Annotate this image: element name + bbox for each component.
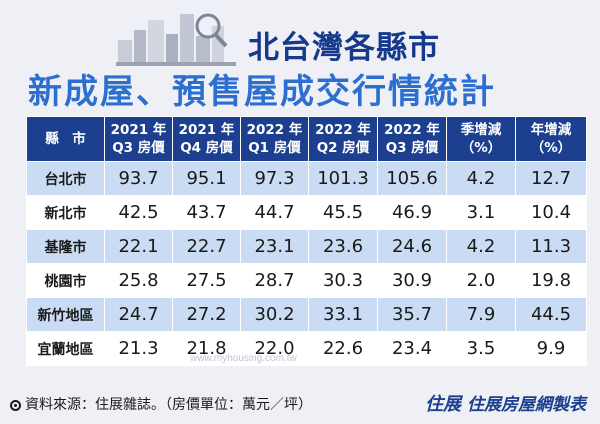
header-yoy: 年增減 （%） — [515, 116, 587, 162]
cell-value: 2.0 — [446, 263, 516, 298]
cell-value: 22.0 — [240, 331, 309, 366]
table-row: 新竹地區 24.7 27.2 30.2 33.1 35.7 7.9 44.5 — [26, 297, 587, 332]
table-header-row: 縣 市 2021 年 Q3 房價 2021 年 Q4 房價 2022 年 Q1 房價 … — [26, 116, 587, 162]
cell-value: 28.7 — [240, 263, 309, 298]
table-row: 新北市 42.5 43.7 44.7 45.5 46.9 3.1 10.4 — [26, 195, 587, 230]
cell-value: 105.6 — [377, 161, 447, 196]
header: 北台灣各縣市 新成屋、預售屋成交行情統計 — [0, 0, 600, 112]
cell-value: 97.3 — [240, 161, 309, 196]
cell-value: 27.5 — [172, 263, 241, 298]
cell-value: 46.9 — [377, 195, 447, 230]
table-row: 桃園市 25.8 27.5 28.7 30.3 30.9 2.0 19.8 — [26, 263, 587, 298]
brand: 住展 住展房屋網製表 — [425, 390, 586, 416]
cell-value: 35.7 — [377, 297, 447, 332]
cell-value: 44.5 — [515, 297, 587, 332]
price-table: 縣 市 2021 年 Q3 房價 2021 年 Q4 房價 2022 年 Q1 房價 … — [26, 116, 587, 366]
table-row: 基隆市 22.1 22.7 23.1 23.6 24.6 4.2 11.3 — [26, 229, 587, 264]
cell-county: 新北市 — [26, 195, 105, 230]
page-subtitle: 新成屋、預售屋成交行情統計 — [28, 72, 496, 112]
cell-value: 22.7 — [172, 229, 241, 264]
source-bullet-icon — [10, 400, 21, 411]
source-text: 資料來源：住展雜誌。（房價單位：萬元／坪） — [25, 397, 312, 413]
cell-value: 4.2 — [446, 229, 516, 264]
cell-county: 台北市 — [26, 161, 105, 196]
cell-value: 23.4 — [377, 331, 447, 366]
cell-value: 22.6 — [308, 331, 378, 366]
page-title: 北台灣各縣市 — [248, 30, 440, 66]
cell-value: 24.6 — [377, 229, 447, 264]
header-county: 縣 市 — [26, 116, 105, 162]
cell-value: 101.3 — [308, 161, 378, 196]
cell-value: 11.3 — [515, 229, 587, 264]
brand-logo: 住展 — [425, 394, 461, 415]
table-row: 宜蘭地區 21.3 21.8 22.0 22.6 23.4 3.5 9.9 — [26, 331, 587, 366]
cell-value: 43.7 — [172, 195, 241, 230]
header-2021q3: 2021 年 Q3 房價 — [104, 116, 173, 162]
cell-value: 21.8 — [172, 331, 241, 366]
cell-county: 桃園市 — [26, 263, 105, 298]
cell-value: 33.1 — [308, 297, 378, 332]
cell-value: 3.1 — [446, 195, 516, 230]
header-2022q2: 2022 年 Q2 房價 — [308, 116, 378, 162]
table-row: 台北市 93.7 95.1 97.3 101.3 105.6 4.2 12.7 — [26, 161, 587, 196]
maker-text: 住展房屋網製表 — [467, 395, 586, 415]
cell-value: 45.5 — [308, 195, 378, 230]
cell-value: 12.7 — [515, 161, 587, 196]
cell-value: 23.1 — [240, 229, 309, 264]
footer: 資料來源：住展雜誌。（房價單位：萬元／坪） 住展 住展房屋網製表 — [0, 386, 600, 424]
cell-value: 30.9 — [377, 263, 447, 298]
cell-value: 27.2 — [172, 297, 241, 332]
cell-value: 24.7 — [104, 297, 173, 332]
cell-value: 7.9 — [446, 297, 516, 332]
cell-value: 22.1 — [104, 229, 173, 264]
header-qoq: 季增減 （%） — [446, 116, 516, 162]
source-note: 資料來源：住展雜誌。（房價單位：萬元／坪） — [10, 394, 312, 414]
cell-value: 19.8 — [515, 263, 587, 298]
cell-value: 10.4 — [515, 195, 587, 230]
cell-value: 3.5 — [446, 331, 516, 366]
cell-value: 21.3 — [104, 331, 173, 366]
cell-value: 30.2 — [240, 297, 309, 332]
cell-value: 44.7 — [240, 195, 309, 230]
cell-value: 42.5 — [104, 195, 173, 230]
header-2022q1: 2022 年 Q1 房價 — [240, 116, 309, 162]
header-2022q3: 2022 年 Q3 房價 — [377, 116, 447, 162]
cell-value: 93.7 — [104, 161, 173, 196]
cell-value: 9.9 — [515, 331, 587, 366]
cell-value: 95.1 — [172, 161, 241, 196]
watermark: www.myhousing.com.tw — [190, 353, 297, 364]
cell-county: 新竹地區 — [26, 297, 105, 332]
cell-value: 25.8 — [104, 263, 173, 298]
header-2021q4: 2021 年 Q4 房價 — [172, 116, 241, 162]
cell-value: 23.6 — [308, 229, 378, 264]
cell-county: 基隆市 — [26, 229, 105, 264]
cell-county: 宜蘭地區 — [26, 331, 105, 366]
cell-value: 30.3 — [308, 263, 378, 298]
cell-value: 4.2 — [446, 161, 516, 196]
skyline-magnifier-icon — [116, 13, 236, 66]
